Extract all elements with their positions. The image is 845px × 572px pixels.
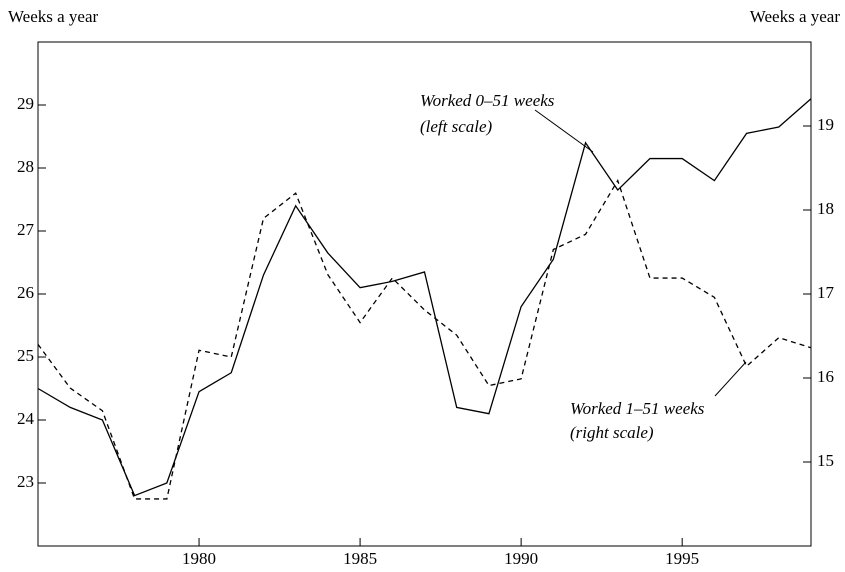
y-tick-label: 27: [17, 220, 35, 239]
y2-tick-label: 19: [817, 115, 834, 134]
y-axis-title: Weeks a year: [8, 7, 99, 26]
line-series: [37, 179, 812, 500]
y-tick-label: 25: [17, 346, 34, 365]
annotation: (left scale): [420, 117, 493, 136]
y-tick-label: 26: [17, 283, 34, 302]
x-tick-label: 1985: [343, 549, 377, 568]
y2-tick-label: 18: [817, 199, 834, 218]
y-tick-label: 29: [17, 94, 34, 113]
annotation: Worked 1–51 weeks: [570, 399, 705, 418]
y-tick-label: 28: [17, 157, 34, 176]
y-tick-label: 24: [17, 409, 35, 428]
annotation: Worked 0–51 weeks: [420, 91, 555, 110]
x-tick-label: 1990: [504, 549, 538, 568]
x-tick-label: 1980: [182, 549, 216, 568]
line-series: [37, 98, 812, 497]
x-tick-label: 1995: [665, 549, 699, 568]
y2-axis-title: Weeks a year: [750, 7, 841, 26]
y2-tick-label: 15: [817, 451, 834, 470]
pointer: [534, 109, 594, 153]
y-tick-label: 23: [17, 472, 34, 491]
annotation: (right scale): [570, 423, 654, 442]
pointer: [714, 361, 747, 397]
y2-tick-label: 16: [817, 367, 834, 386]
y2-tick-label: 17: [817, 283, 835, 302]
